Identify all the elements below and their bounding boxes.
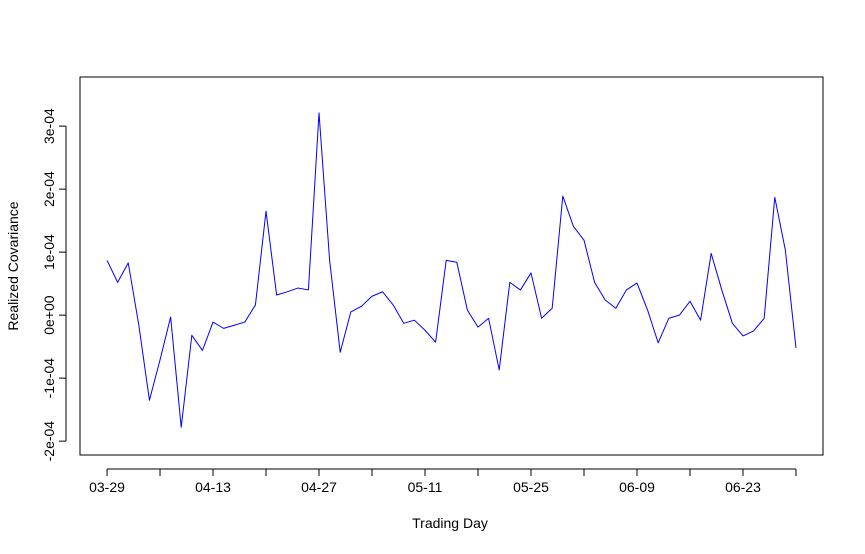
y-axis-title: Realized Covariance	[5, 201, 21, 330]
y-tick-label: -2e-04	[41, 421, 57, 462]
x-tick-label: 06-09	[619, 479, 655, 495]
x-axis-title: Trading Day	[412, 515, 488, 531]
y-tick-label: 3e-04	[41, 108, 57, 144]
x-tick-label: 05-11	[408, 479, 443, 495]
y-tick-label: -1e-04	[41, 358, 57, 399]
y-tick-label: 1e-04	[41, 234, 57, 270]
y-tick-label: 2e-04	[41, 171, 57, 207]
x-tick-label: 03-29	[89, 479, 125, 495]
plot-frame	[79, 76, 824, 456]
x-tick-label: 04-27	[301, 479, 337, 495]
data-line	[106, 112, 797, 428]
x-tick-label: 05-25	[513, 479, 549, 495]
x-tick-label: 06-23	[725, 479, 761, 495]
y-tick-label: 0e+00	[41, 295, 57, 335]
x-tick-label: 04-13	[195, 479, 231, 495]
